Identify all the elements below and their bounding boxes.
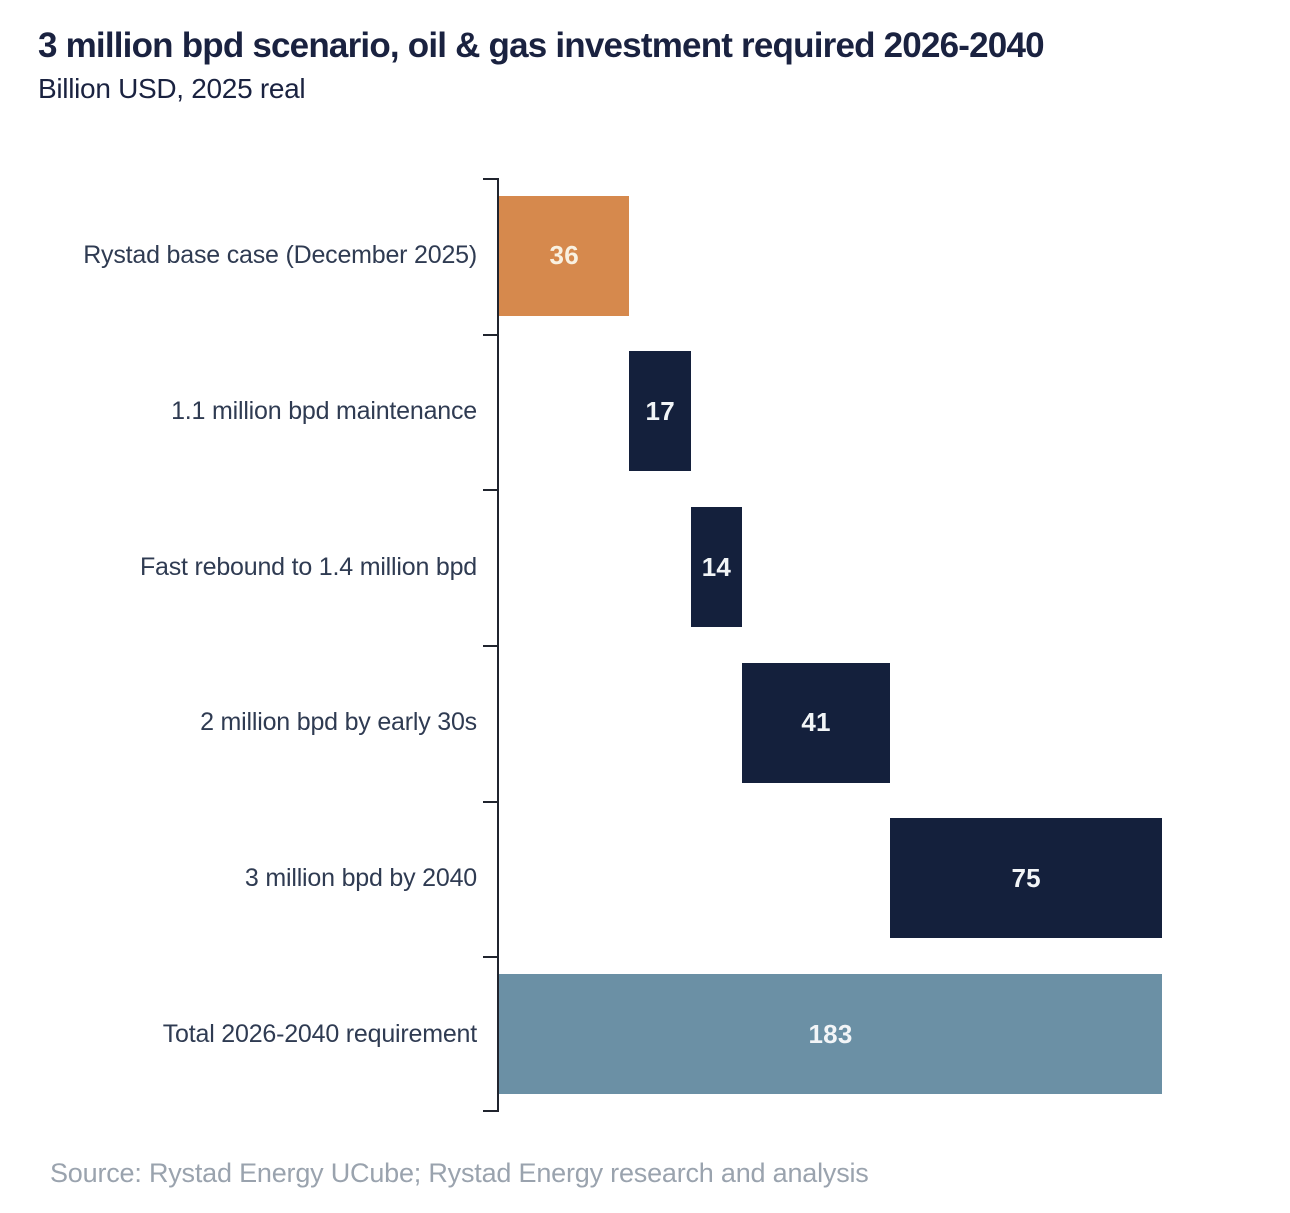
axis-tick [483, 645, 497, 647]
axis-tick [483, 489, 497, 492]
axis-tick [483, 178, 497, 180]
bar-2mbpd-early-30s: 41 [741, 662, 891, 783]
source-note: Source: Rystad Energy UCube; Rystad Ener… [50, 1158, 869, 1188]
bar-base-case: 36 [499, 195, 630, 316]
category-label: Fast rebound to 1.4 million bpd [139, 552, 477, 581]
bar-value-label: 75 [1011, 862, 1041, 893]
bar-value-label: 36 [549, 240, 579, 271]
y-axis-line [497, 178, 499, 1112]
bar-value-label: 183 [808, 1018, 853, 1049]
category-label: Rystad base case (December 2025) [83, 241, 477, 270]
bar-3mbpd-2040: 75 [890, 818, 1162, 939]
waterfall-row: 183 [497, 956, 1177, 1112]
waterfall-row: 41 [497, 645, 1177, 801]
plot-area: 36 17 14 41 75 183 [483, 178, 1177, 1112]
category-label: 2 million bpd by early 30s [200, 708, 477, 737]
bar-value-label: 41 [801, 707, 831, 738]
bar-value-label: 14 [701, 551, 732, 582]
axis-tick [483, 800, 497, 803]
waterfall-row: 36 [497, 178, 1177, 334]
waterfall-row: 75 [497, 801, 1177, 957]
axis-tick [483, 333, 497, 336]
axis-tick [483, 956, 497, 959]
category-label: Total 2026-2040 requirement [162, 1019, 477, 1048]
chart-subtitle: Billion USD, 2025 real [38, 73, 306, 104]
bar-total-requirement: 183 [499, 974, 1162, 1095]
bar-maintenance: 17 [629, 351, 691, 472]
bar-value-label: 17 [645, 395, 675, 426]
chart-title: 3 million bpd scenario, oil & gas invest… [38, 26, 1045, 65]
axis-tick [483, 1110, 497, 1112]
bar-fast-rebound: 14 [691, 507, 742, 628]
category-label: 3 million bpd by 2040 [244, 864, 477, 892]
category-label: 1.1 million bpd maintenance [171, 396, 477, 425]
category-axis-labels: Rystad base case (December 2025) 1.1 mil… [0, 178, 477, 1112]
waterfall-row: 17 [497, 334, 1177, 490]
waterfall-row: 14 [497, 489, 1177, 645]
